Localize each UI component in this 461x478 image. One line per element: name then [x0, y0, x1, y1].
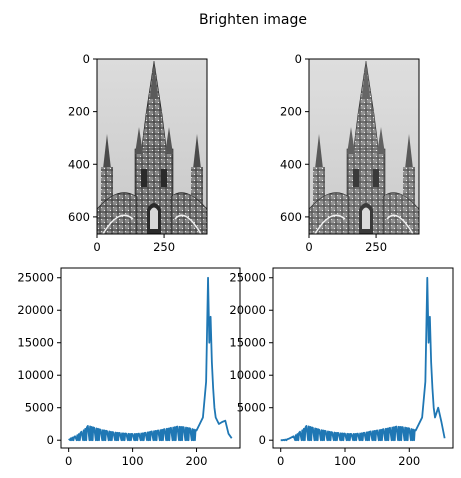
- histogram-2-series: [280, 276, 446, 442]
- x-tick-label: 250: [153, 240, 175, 254]
- y-tick-label: 15000: [17, 336, 54, 350]
- y-tick-label: 0: [259, 433, 266, 447]
- y-tick-label: 10000: [229, 368, 266, 382]
- y-tick-label: 0: [47, 433, 54, 447]
- y-tick-label: 0: [295, 52, 302, 66]
- y-tick-label: 5000: [237, 401, 266, 415]
- x-tick-label: 250: [365, 240, 387, 254]
- x-tick-label: 100: [122, 454, 144, 468]
- y-tick-label: 400: [68, 157, 90, 171]
- y-tick-label: 25000: [17, 271, 54, 285]
- y-tick-label: 0: [83, 52, 90, 66]
- histogram-1-ticks: 0 100 200 0 5000 10000 15000 20000 25000: [17, 271, 207, 468]
- y-tick-label: 400: [280, 157, 302, 171]
- y-tick-label: 25000: [229, 271, 266, 285]
- figure-title: Brighten image: [199, 12, 307, 28]
- x-tick-label: 0: [305, 240, 312, 254]
- histogram-line: [68, 276, 233, 442]
- image-2-ticks: 0 250 0 200 400 600: [280, 52, 387, 254]
- histogram-1-series: [68, 276, 233, 442]
- x-tick-label: 0: [65, 454, 72, 468]
- y-tick-label: 200: [68, 105, 90, 119]
- y-tick-label: 5000: [25, 401, 54, 415]
- y-tick-label: 20000: [229, 303, 266, 317]
- y-tick-label: 20000: [17, 303, 54, 317]
- y-tick-label: 15000: [229, 336, 266, 350]
- histogram-brightened: 0 100 200 0 5000 10000 15000 20000 25000: [229, 267, 454, 468]
- y-tick-label: 600: [68, 210, 90, 224]
- image-panel-brightened: 0 250 0 200 400 600: [280, 52, 420, 254]
- histogram-line: [280, 276, 446, 442]
- y-tick-label: 600: [280, 210, 302, 224]
- x-tick-label: 0: [277, 454, 284, 468]
- x-tick-label: 200: [186, 454, 208, 468]
- histogram-original: 0 100 200 0 5000 10000 15000 20000 25000: [17, 267, 241, 468]
- histogram-2-ticks: 0 100 200 0 5000 10000 15000 20000 25000: [229, 271, 420, 468]
- y-tick-label: 200: [280, 105, 302, 119]
- y-tick-label: 10000: [17, 368, 54, 382]
- image-panel-original: 0 250 0 200 400 600: [68, 52, 208, 254]
- x-tick-label: 0: [93, 240, 100, 254]
- x-tick-label: 200: [398, 454, 420, 468]
- x-tick-label: 100: [334, 454, 356, 468]
- image-1-ticks: 0 250 0 200 400 600: [68, 52, 175, 254]
